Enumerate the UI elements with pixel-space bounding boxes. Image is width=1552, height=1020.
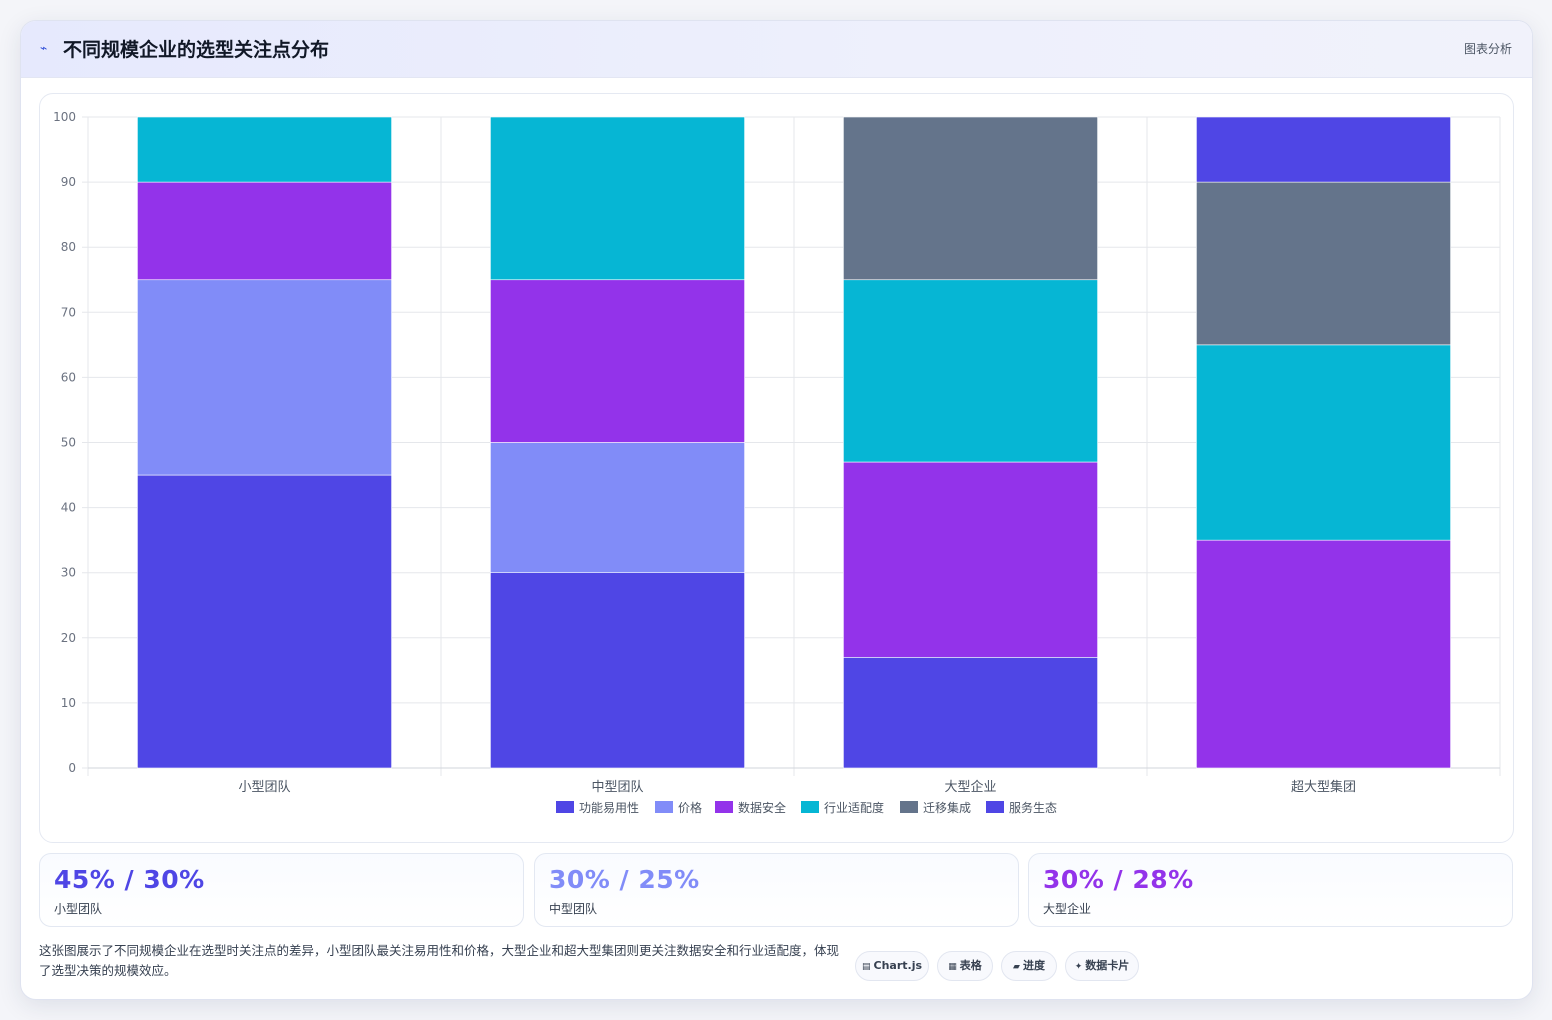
legend-label: 迁移集成 [923,800,971,815]
chip-label: 进度 [1022,959,1045,972]
bar-segment [843,116,1098,281]
stat-value: 45% / 30% [54,865,205,894]
y-tick-label: 0 [68,761,76,775]
bar-segment [137,279,392,476]
header-tag: 图表分析 [1463,42,1512,56]
stat-card-small-team: 45% / 30% 小型团队 [39,853,524,927]
y-tick-label: 60 [61,370,76,384]
bar-segment [1196,539,1451,769]
progress-icon: ▰ [1013,962,1020,972]
chart-description: 这张图展示了不同规模企业在选型时关注点的差异，小型团队最关注易用性和价格，大型企… [39,943,840,978]
legend-label: 服务生态 [1009,800,1057,815]
y-tick-label: 50 [61,436,76,450]
chart-icon: ▤ [861,962,871,972]
bar-segment [490,442,745,573]
legend-swatch [986,801,1004,813]
legend-swatch [655,801,673,813]
bar-segment [1196,116,1451,183]
y-tick-label: 30 [61,566,76,580]
bar-segment [1196,344,1451,541]
legend-swatch [556,801,574,813]
stat-label: 小型团队 [54,902,103,916]
stacked-bar-chart: 0 10 20 30 40 50 60 70 80 90 100 小型团队 中型团队 大型企业 超大型集团功… [53,110,1501,815]
chip-label: 表格 [959,959,982,972]
y-tick-label: 100 [53,110,76,124]
chip-label: 数据卡片 [1085,959,1130,972]
y-tick-label: 80 [61,240,76,254]
legend-swatch [715,801,733,813]
line-chart-icon: ⌁ [40,41,48,55]
card-title: 不同规模企业的选型关注点分布 [63,39,330,61]
bar-segment [1196,181,1451,346]
bar-segment [490,116,745,281]
table-icon: ▦ [948,962,957,972]
stat-value: 30% / 28% [1043,865,1194,894]
chart-card: ⌁ 不同规模企业的选型关注点分布 图表分析 0 10 20 30 40 50 60 70 80 9… [20,20,1533,1000]
x-tick-label: 超大型集团 [1291,779,1356,795]
x-tick-label: 小型团队 [238,780,290,795]
card-header: ⌁ 不同规模企业的选型关注点分布 图表分析 [21,21,1532,78]
legend-swatch [801,801,819,813]
chip-progress[interactable]: ▰ 进度 [1001,951,1057,981]
bar-segment [843,657,1098,769]
bar-segment [137,474,392,769]
x-tick-label: 大型企业 [944,779,996,795]
stat-label: 中型团队 [549,902,598,916]
legend-label: 功能易用性 [579,801,639,815]
stat-label: 大型企业 [1043,902,1092,916]
bar-segment [490,279,745,443]
bar-segment [843,461,1098,658]
legend-label: 行业适配度 [824,800,884,815]
chip-chartjs[interactable]: ▤ Chart.js [855,951,929,981]
y-tick-label: 20 [61,631,76,645]
bar-segment [137,116,392,183]
legend-label: 数据安全 [738,800,786,815]
sparkle-icon: ✦ [1074,962,1083,972]
y-tick-label: 90 [61,175,76,189]
chip-table[interactable]: ▦ 表格 [937,951,993,981]
stats-row: 45% / 30% 小型团队 30% / 25% 中型团队 30% / 28% … [39,853,1514,927]
y-tick-label: 40 [61,501,76,515]
stat-card-medium-team: 30% / 25% 中型团队 [534,853,1019,927]
stat-value: 30% / 25% [549,865,700,894]
bar-segment [843,279,1098,463]
legend-label: 价格 [678,800,702,815]
bar-segment [137,181,392,281]
chip-label: Chart.js [873,959,923,972]
x-tick-label: 中型团队 [591,780,643,795]
bar-segment [490,572,745,769]
legend-swatch [900,801,918,813]
chart-panel: 0 10 20 30 40 50 60 70 80 90 100 小型团队 中型团队 大型企业 超大型集团功… [39,93,1514,843]
stat-card-large-enterprise: 30% / 28% 大型企业 [1028,853,1513,927]
y-tick-label: 10 [61,696,76,710]
y-tick-label: 70 [61,305,76,319]
chip-data-card[interactable]: ✦ 数据卡片 [1065,951,1139,981]
